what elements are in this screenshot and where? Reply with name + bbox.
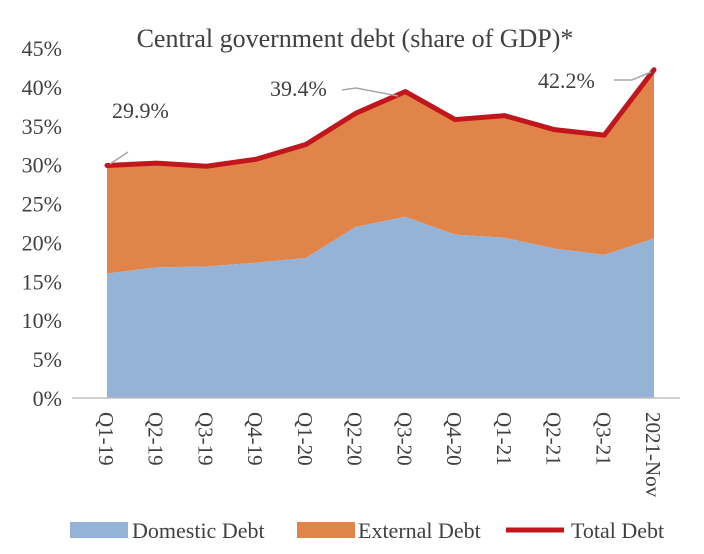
y-tick-label: 45%	[22, 36, 62, 61]
x-tick-label: Q1-20	[293, 412, 317, 466]
legend-label: Total Debt	[571, 518, 664, 543]
y-tick-label: 20%	[22, 230, 62, 255]
y-tick-label: 40%	[22, 75, 62, 100]
callout-leader-line	[341, 87, 399, 97]
x-tick-label: Q2-20	[343, 412, 367, 466]
legend-label: Domestic Debt	[132, 518, 265, 543]
callout-label: 42.2%	[538, 68, 595, 93]
domestic-debt-area	[107, 216, 654, 398]
callout-leader-line	[109, 151, 129, 165]
callout-label: 39.4%	[270, 76, 327, 101]
x-tick-label: Q4-19	[243, 412, 267, 466]
x-tick-label: Q3-20	[392, 412, 416, 466]
x-tick-label: Q4-20	[442, 412, 466, 466]
callout-leader-line	[614, 71, 652, 81]
total-debt-line	[104, 67, 657, 169]
legend: Domestic Debt External Debt Total Debt	[70, 518, 664, 543]
x-tick-label: Q2-21	[542, 412, 566, 466]
callout-label: 29.9%	[112, 98, 169, 123]
y-tick-label: 10%	[22, 308, 62, 333]
legend-label: External Debt	[358, 518, 481, 543]
x-tick-label: Q1-21	[492, 412, 516, 466]
x-tick-label: Q3-19	[193, 412, 217, 466]
legend-swatch	[70, 522, 128, 538]
x-tick-label: Q2-19	[144, 412, 168, 466]
plot-area: 0% 5% 10% 15% 20% 25% 30% 35% 40% 45% Q1-19 Q2-19 Q3…	[22, 36, 680, 498]
chart-title: Central government debt (share of GDP)*	[137, 24, 574, 53]
y-tick-label: 35%	[22, 114, 62, 139]
x-tick-label: Q1-19	[94, 412, 118, 466]
y-tick-label: 0%	[33, 386, 62, 411]
y-tick-label: 25%	[22, 192, 62, 217]
y-tick-label: 15%	[22, 269, 62, 294]
y-tick-label: 5%	[33, 347, 62, 372]
legend-swatch	[297, 522, 355, 538]
x-tick-label: 2021-Nov	[641, 412, 665, 498]
x-tick-label: Q3-21	[591, 412, 615, 466]
y-tick-label: 30%	[22, 153, 62, 178]
